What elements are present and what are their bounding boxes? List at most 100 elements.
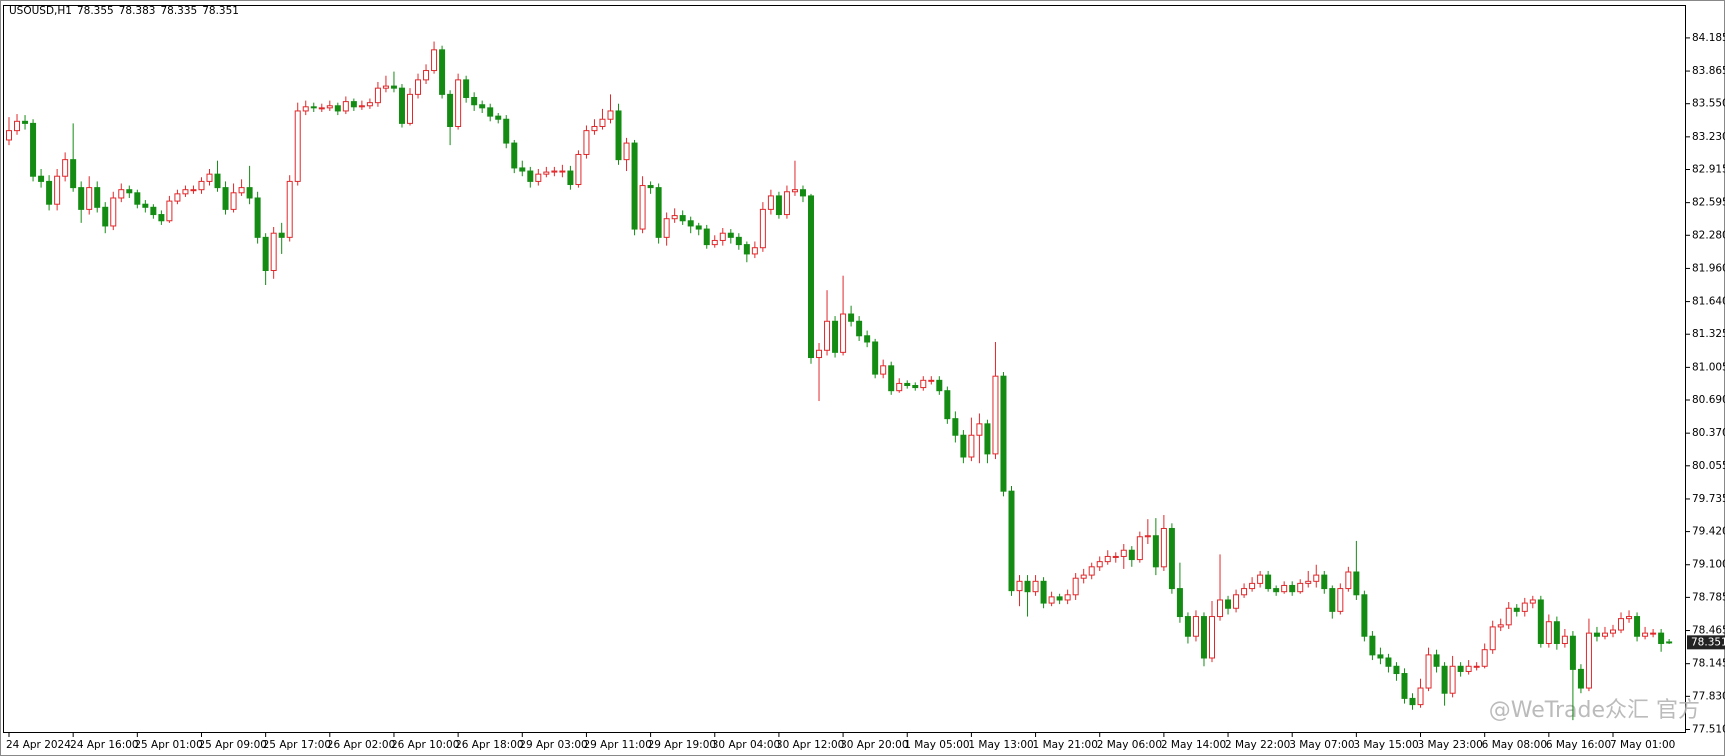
- candle-body: [1642, 632, 1649, 637]
- candle-body: [1658, 632, 1665, 644]
- current-price-box: [1687, 635, 1725, 650]
- candle-body: [631, 142, 638, 230]
- candle-body: [711, 239, 718, 246]
- candle-body: [110, 197, 117, 227]
- candle-body: [583, 130, 590, 155]
- candle-body: [759, 208, 766, 249]
- candle-body: [856, 320, 863, 337]
- candle-body: [1353, 571, 1360, 596]
- x-tick-label: 7 May 01:00: [1610, 739, 1675, 751]
- watermark: @WeTrade众汇 官方: [1489, 698, 1700, 723]
- candle-body: [1136, 536, 1143, 561]
- candle-body: [1481, 649, 1488, 667]
- candle-body: [1369, 635, 1376, 656]
- candle-body: [679, 215, 686, 222]
- candle-body: [808, 195, 814, 359]
- candle-body: [928, 379, 935, 382]
- y-tick-label: 82.915: [1692, 163, 1725, 175]
- chart-header: USOUSD,H1 78.355 78.383 78.335 78.351: [9, 5, 244, 17]
- candle-body: [1040, 580, 1047, 604]
- candle-body: [1441, 665, 1448, 694]
- candle-body: [439, 49, 446, 95]
- candle-body: [1337, 588, 1344, 612]
- candle-body: [415, 79, 422, 95]
- candle-body: [751, 247, 758, 255]
- candle-body: [824, 320, 831, 351]
- candle-body: [735, 236, 742, 246]
- candle-body: [1505, 607, 1512, 626]
- y-tick-label: 81.640: [1692, 296, 1725, 308]
- candle-body: [6, 130, 12, 141]
- candle-body: [816, 349, 823, 359]
- candle-body: [423, 70, 430, 81]
- candle-body: [775, 195, 782, 216]
- candle-body: [30, 122, 37, 177]
- candle-body: [1449, 665, 1456, 694]
- candle-body: [46, 180, 53, 205]
- candle-body: [1056, 596, 1063, 601]
- candle-body: [607, 110, 614, 120]
- candle-body: [960, 434, 967, 458]
- x-tick-label: 30 Apr 04:00: [712, 739, 780, 751]
- x-tick-label: 1 May 13:00: [968, 739, 1033, 751]
- candle-body: [270, 232, 277, 272]
- candle-body: [663, 218, 670, 238]
- y-tick-label: 82.595: [1692, 197, 1725, 209]
- candle-body: [390, 85, 397, 89]
- candle-body: [86, 187, 93, 210]
- candle-body: [1329, 588, 1336, 612]
- plot-frame: [3, 5, 1686, 733]
- candle-body: [976, 423, 983, 436]
- candle-body: [511, 142, 518, 169]
- y-tick-label: 83.865: [1692, 65, 1725, 77]
- candle-body: [743, 244, 750, 255]
- candle-body: [1048, 596, 1055, 604]
- current-price-label: 78.351: [1691, 636, 1725, 648]
- candle-body: [1489, 626, 1496, 651]
- candle-body: [222, 187, 229, 210]
- candle-body: [1650, 632, 1657, 635]
- candle-body: [1425, 654, 1432, 689]
- candle-body: [286, 180, 293, 238]
- y-tick-label: 79.420: [1692, 526, 1725, 538]
- candle-body: [1257, 574, 1264, 584]
- candle-body: [671, 215, 678, 220]
- candle-body: [1545, 621, 1552, 644]
- candle-body: [1666, 641, 1673, 644]
- y-tick-label: 80.690: [1692, 394, 1725, 406]
- candle-body: [246, 187, 253, 199]
- candle-body: [126, 189, 133, 194]
- candle-body: [1032, 580, 1039, 593]
- x-tick-label: 3 May 15:00: [1353, 739, 1418, 751]
- candle-body: [1553, 621, 1560, 644]
- candle-body: [1593, 632, 1600, 637]
- candle-body: [799, 189, 806, 197]
- candle-body: [503, 118, 510, 144]
- x-tick-label: 26 Apr 02:00: [327, 739, 395, 751]
- candle-body: [1096, 561, 1103, 568]
- candle-body: [398, 87, 405, 124]
- candle-body: [1537, 599, 1544, 644]
- candle-body: [166, 200, 173, 222]
- high-value: 78.383: [118, 5, 156, 17]
- candle-body: [527, 170, 534, 182]
- candle-body: [214, 173, 221, 189]
- candle-body: [1184, 616, 1191, 637]
- candle-body: [334, 105, 341, 112]
- candle-body: [1401, 673, 1408, 699]
- candle-body: [150, 206, 157, 216]
- candle-body: [615, 110, 622, 161]
- candle-body: [1634, 616, 1641, 637]
- y-tick-label: 79.735: [1692, 493, 1725, 505]
- candle-body: [952, 418, 959, 436]
- candle-body: [310, 106, 317, 109]
- candle-body: [1160, 527, 1167, 568]
- x-tick-label: 29 Apr 11:00: [583, 739, 651, 751]
- candle-body: [1297, 582, 1304, 593]
- y-tick-label: 78.785: [1692, 591, 1725, 603]
- candle-body: [1008, 490, 1015, 592]
- candle-body: [936, 379, 943, 392]
- candle-body: [535, 173, 542, 182]
- candle-body: [791, 189, 798, 193]
